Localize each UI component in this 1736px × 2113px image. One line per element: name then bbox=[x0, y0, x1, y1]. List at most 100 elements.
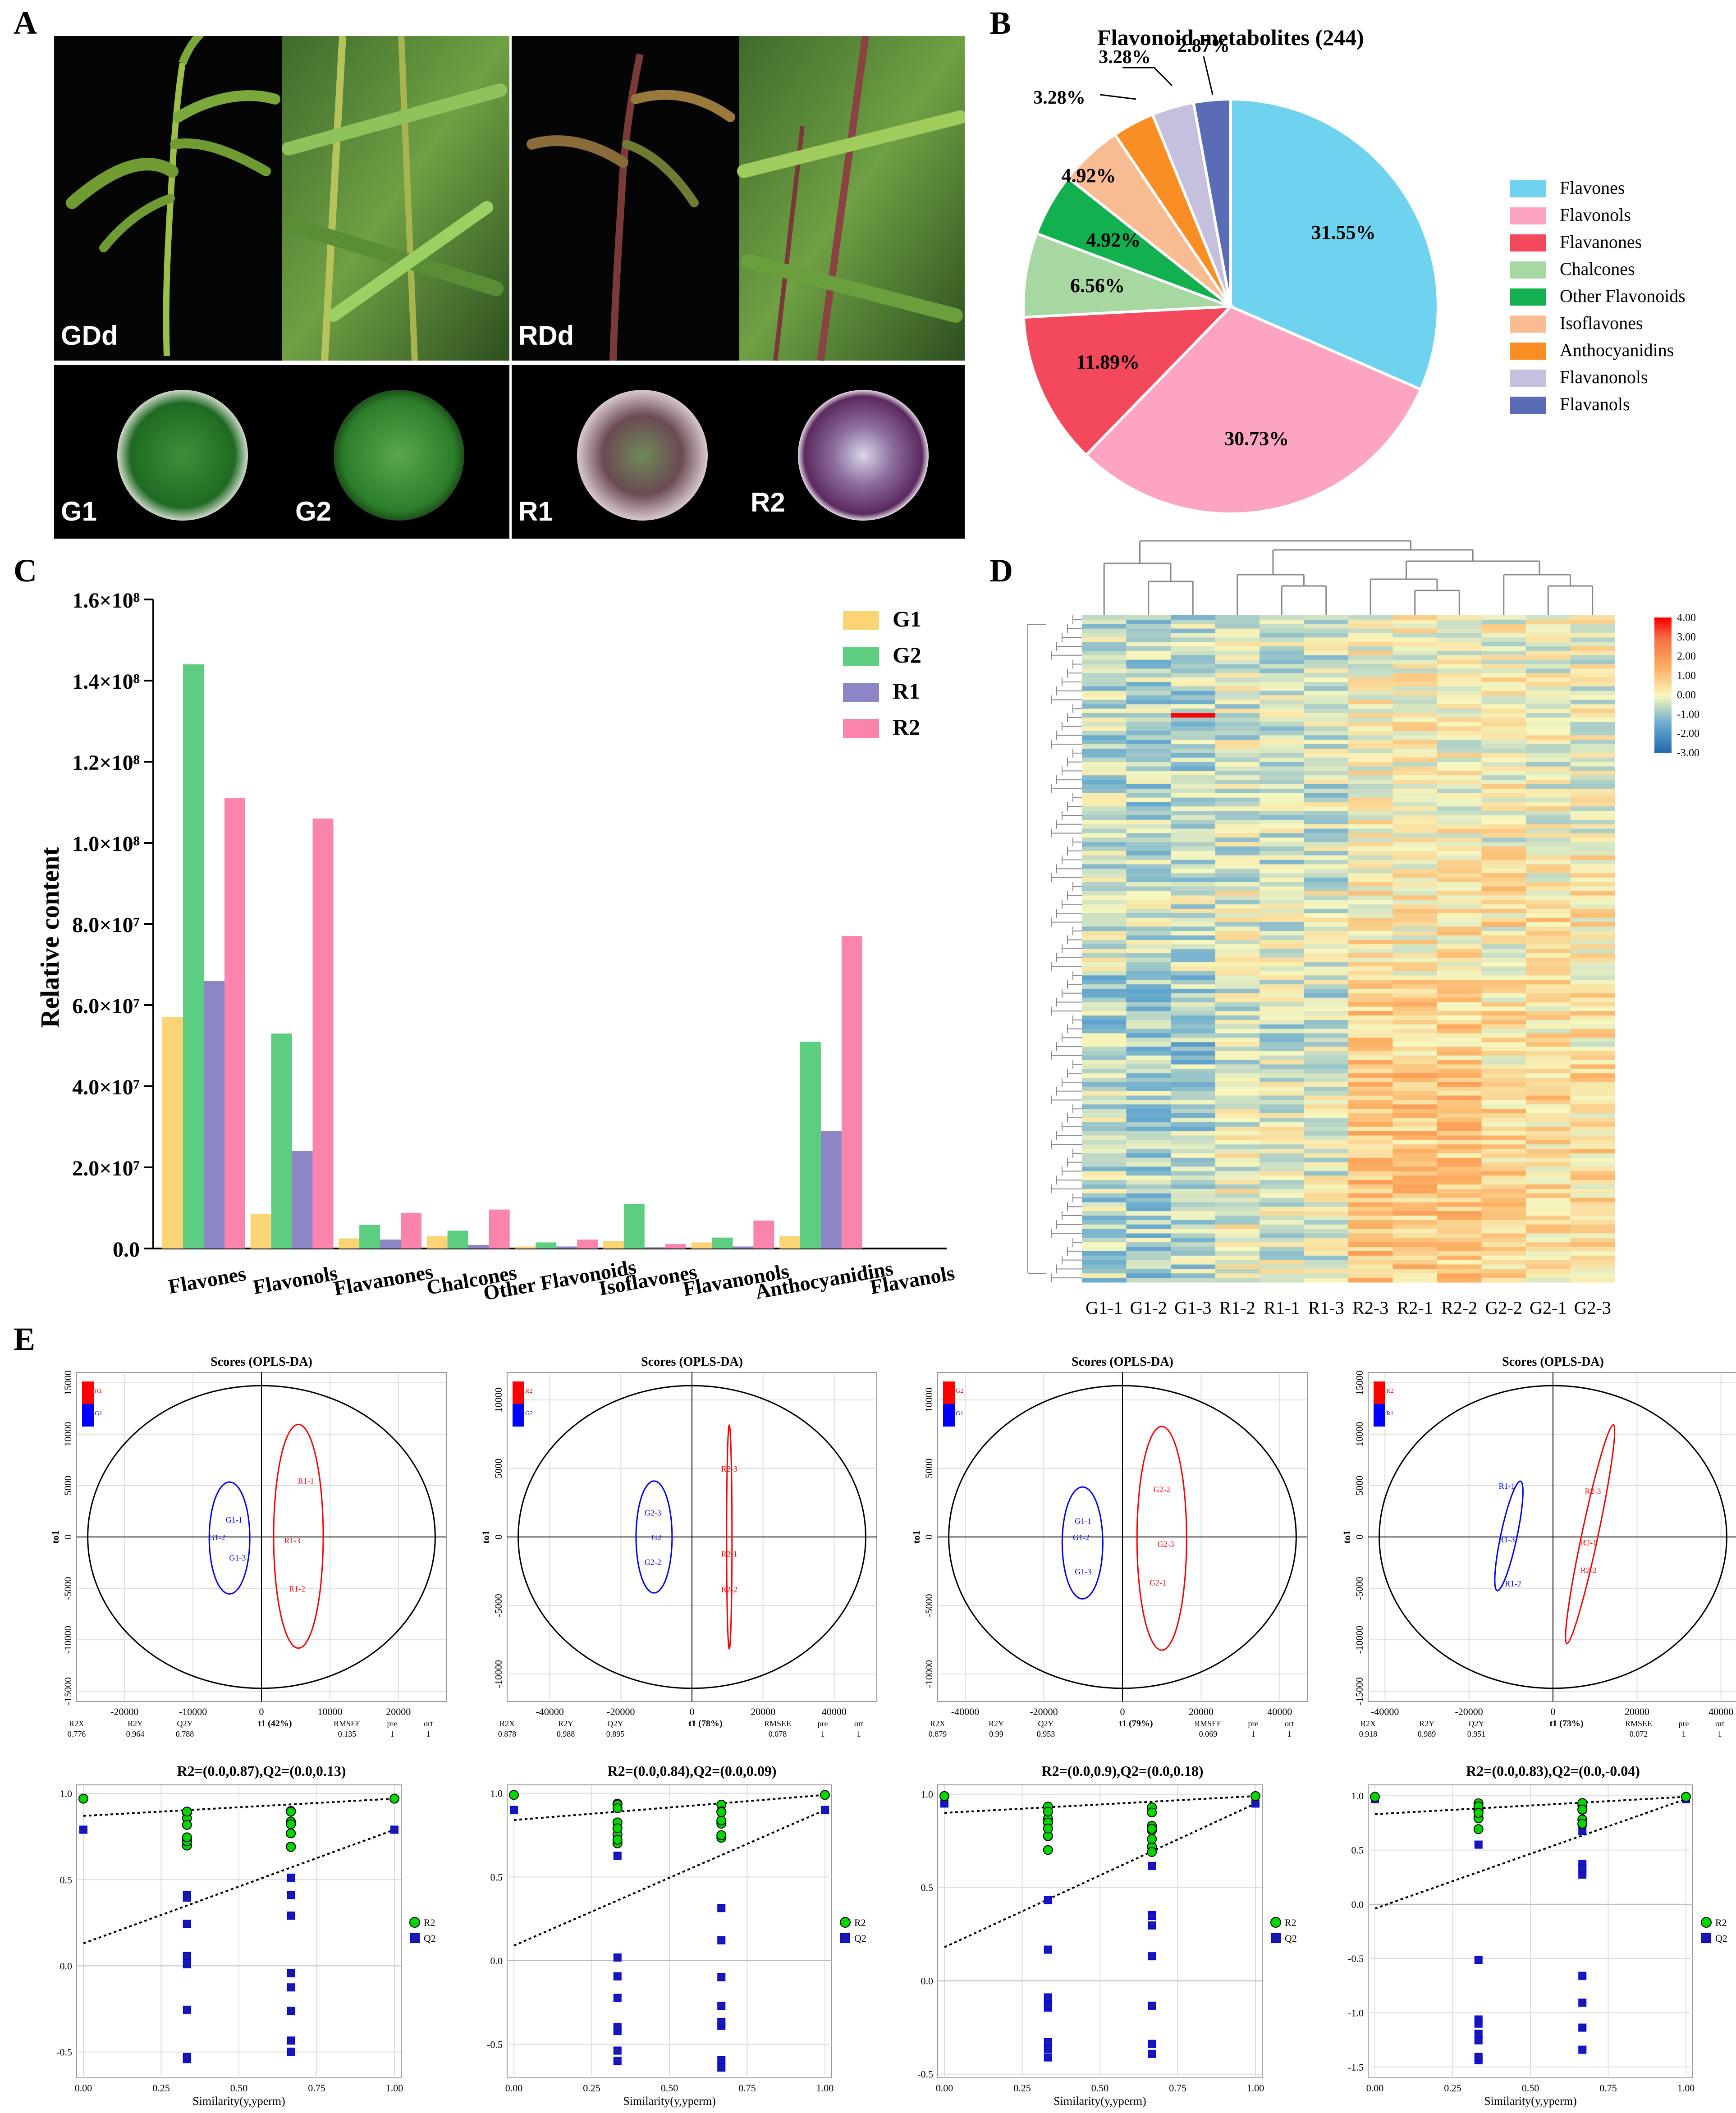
heatmap-cell bbox=[1437, 1033, 1482, 1038]
heatmap-cell bbox=[1570, 1029, 1615, 1034]
heatmap-cell bbox=[1392, 766, 1438, 771]
q2-point bbox=[1148, 1952, 1156, 1961]
heatmap-cell bbox=[1570, 909, 1615, 914]
q2-point bbox=[717, 2063, 726, 2072]
c-bar-g1 bbox=[339, 1238, 360, 1249]
heatmap-cell bbox=[1526, 1069, 1571, 1074]
heatmap-cell bbox=[1260, 1033, 1304, 1038]
heatmap-cell bbox=[1171, 1144, 1215, 1149]
heatmap-cell bbox=[1437, 793, 1482, 798]
heatmap-cell bbox=[1481, 1126, 1526, 1132]
heatmap-cell bbox=[1481, 628, 1526, 633]
heatmap-column-label: G2-1 bbox=[1530, 1298, 1567, 1318]
heatmap-cell bbox=[1348, 615, 1393, 620]
stats-header: ort bbox=[1715, 1719, 1724, 1728]
heatmap-cell bbox=[1082, 913, 1127, 918]
heatmap-cell bbox=[1171, 815, 1215, 820]
heatmap-cell bbox=[1437, 1247, 1482, 1252]
heatmap-cell bbox=[1437, 1109, 1482, 1114]
q2-point bbox=[1044, 2044, 1052, 2053]
stats-value: 1 bbox=[1287, 1729, 1292, 1738]
heatmap-cell bbox=[1526, 691, 1571, 696]
ytick-label: 0.5 bbox=[60, 1874, 73, 1885]
heatmap-cell bbox=[1304, 646, 1349, 651]
heatmap-cell bbox=[1481, 713, 1526, 718]
heatmap-cell bbox=[1126, 731, 1171, 736]
c-bar-r1 bbox=[380, 1239, 401, 1249]
heatmap-cell bbox=[1481, 1086, 1526, 1092]
heatmap-cell bbox=[1126, 740, 1171, 745]
stats-header: R2Y bbox=[989, 1719, 1004, 1728]
panel-a: GDd RDd G1 G2 R1 R2 bbox=[54, 28, 967, 539]
heatmap-cell bbox=[1082, 677, 1127, 682]
heatmap-cell bbox=[1082, 1233, 1127, 1238]
heatmap-cell bbox=[1526, 615, 1571, 620]
heatmap-cell bbox=[1260, 668, 1304, 673]
ytick-label: -5000 bbox=[62, 1577, 73, 1600]
heatmap-cell bbox=[1348, 766, 1393, 771]
heatmap-cell bbox=[1481, 1193, 1526, 1198]
heatmap-cell bbox=[1392, 713, 1438, 718]
c-bar-g2 bbox=[271, 1034, 292, 1249]
heatmap-cell bbox=[1437, 1086, 1482, 1092]
heatmap-cell bbox=[1215, 1086, 1260, 1092]
r2-point bbox=[286, 1842, 296, 1852]
c-ytick-label: 1.4×10⁸ bbox=[72, 670, 140, 694]
heatmap-cell bbox=[1126, 953, 1171, 958]
c-bar-g1 bbox=[779, 1236, 800, 1249]
heatmap-cell bbox=[1526, 997, 1571, 1002]
heatmap-cell bbox=[1126, 753, 1171, 758]
heatmap-cell bbox=[1437, 722, 1482, 727]
heatmap-cell bbox=[1260, 1100, 1304, 1105]
heatmap-cell bbox=[1526, 1193, 1571, 1198]
heatmap-cell bbox=[1215, 1162, 1260, 1167]
heatmap-cell bbox=[1526, 904, 1571, 909]
legend-q2-marker bbox=[840, 1933, 850, 1943]
heatmap-cell bbox=[1171, 931, 1215, 936]
heatmap-cell bbox=[1348, 966, 1393, 971]
heatmap-cell bbox=[1171, 935, 1215, 940]
heatmap-cell bbox=[1570, 655, 1615, 660]
c-bar-r2 bbox=[401, 1212, 422, 1249]
permutation-xlabel: Similarity(y,yperm) bbox=[623, 2095, 716, 2108]
heatmap-cell bbox=[1215, 1113, 1260, 1118]
heatmap-cell bbox=[1570, 1038, 1615, 1043]
heatmap-cell bbox=[1526, 1162, 1571, 1167]
heatmap-cell bbox=[1348, 1051, 1393, 1056]
heatmap-cell bbox=[1481, 944, 1526, 949]
heatmap-cell bbox=[1082, 726, 1127, 732]
heatmap-cell bbox=[1526, 1166, 1571, 1171]
heatmap-cell bbox=[1437, 891, 1482, 896]
heatmap-cell bbox=[1260, 869, 1304, 874]
heatmap-cell bbox=[1171, 909, 1215, 914]
heatmap-cell bbox=[1082, 1055, 1127, 1061]
heatmap-cell bbox=[1082, 740, 1127, 745]
pie-data-label: 3.28% bbox=[1033, 87, 1086, 108]
heatmap-cell bbox=[1082, 691, 1127, 696]
colorbar-segment bbox=[1654, 678, 1672, 681]
heatmap-cell bbox=[1570, 1020, 1615, 1025]
score-plot-ylabel: to1 bbox=[480, 1530, 491, 1543]
heatmap-cell bbox=[1215, 1211, 1260, 1216]
heatmap-cell bbox=[1082, 673, 1127, 678]
heatmap-cell bbox=[1526, 1140, 1571, 1145]
heatmap-cell bbox=[1348, 1117, 1393, 1123]
pie-legend-label: Chalcones bbox=[1560, 259, 1635, 279]
heatmap-cell bbox=[1304, 762, 1349, 767]
heatmap-cell bbox=[1082, 837, 1127, 842]
heatmap-cell bbox=[1526, 886, 1571, 892]
heatmap-cell bbox=[1570, 1100, 1615, 1105]
heatmap-cell bbox=[1126, 980, 1171, 985]
stats-header: pre bbox=[387, 1719, 398, 1728]
stats-header: ort bbox=[854, 1719, 863, 1728]
heatmap-cell bbox=[1082, 650, 1127, 656]
permutation-xlabel: Similarity(y,yperm) bbox=[1484, 2095, 1577, 2108]
gdd-stem bbox=[163, 62, 186, 357]
heatmap-cell bbox=[1348, 957, 1393, 963]
heatmap-cell bbox=[1126, 913, 1171, 918]
heatmap-cell bbox=[1481, 704, 1526, 709]
heatmap-cell bbox=[1526, 815, 1571, 820]
heatmap-cell bbox=[1082, 1135, 1127, 1140]
heatmap-cell bbox=[1481, 900, 1526, 905]
legend-label: G1 bbox=[956, 1410, 963, 1417]
